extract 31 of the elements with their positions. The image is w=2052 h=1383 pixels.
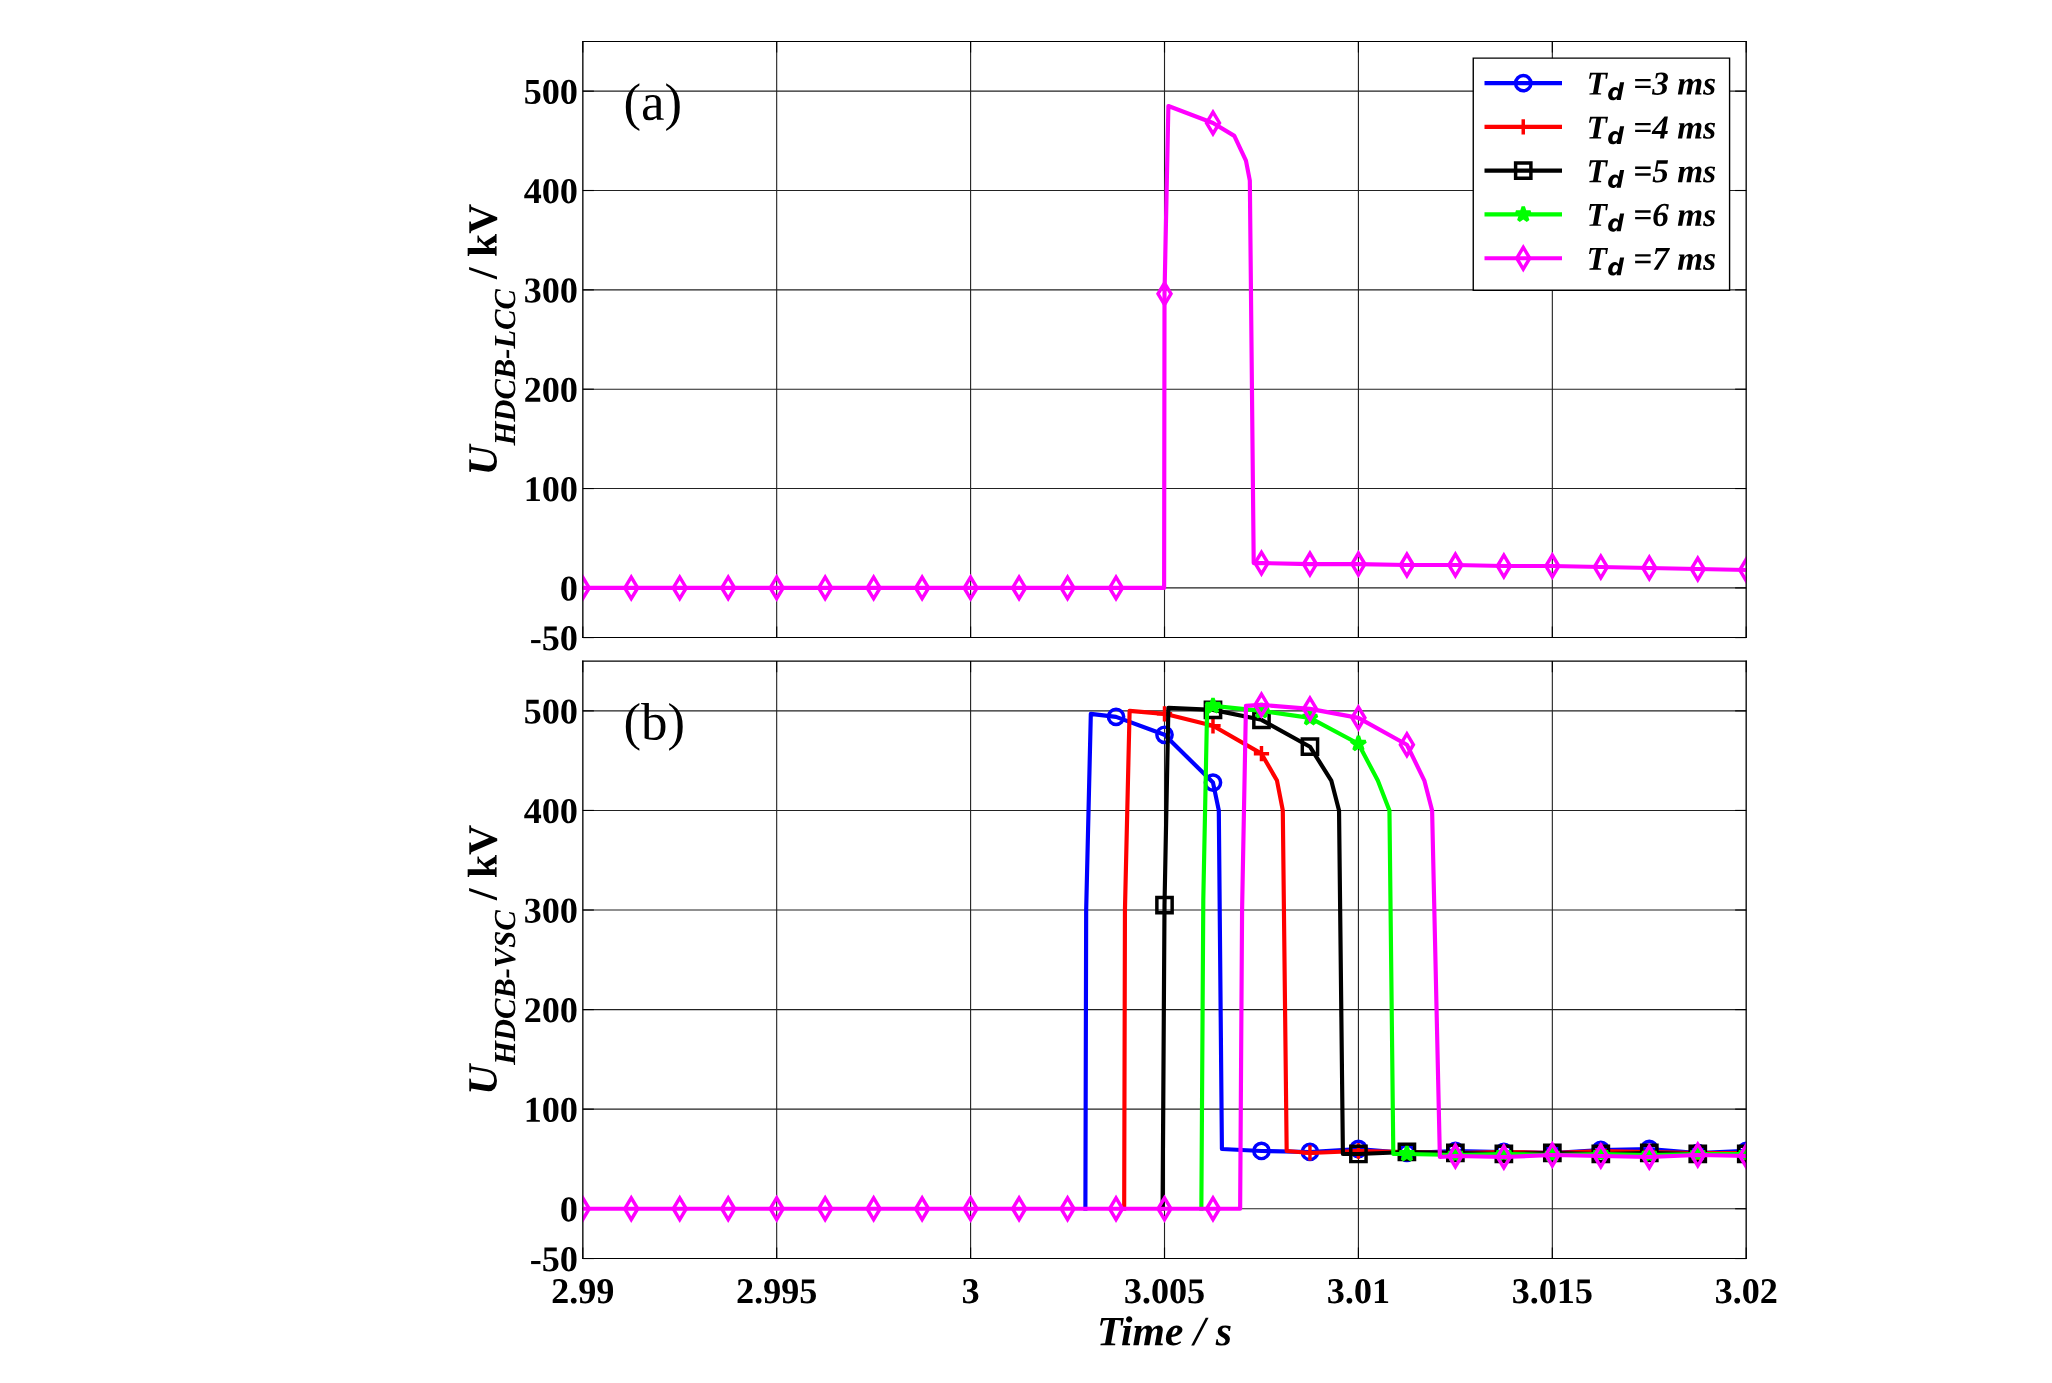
annotation: (a) bbox=[625, 83, 680, 132]
y-tick-label: 200 bbox=[525, 998, 577, 1023]
x-tick-label: 2.995 bbox=[737, 1279, 816, 1304]
x-tick-label: 3 bbox=[962, 1279, 979, 1304]
y-tick-label: 400 bbox=[524, 179, 577, 204]
y-tick-label: 0 bbox=[561, 576, 577, 601]
y-axis-title: UHDCB-LCC / kV bbox=[467, 204, 516, 472]
annotation: (b) bbox=[625, 702, 683, 751]
x-tick-label: 3.01 bbox=[1328, 1279, 1389, 1304]
y-tick-label: 200 bbox=[525, 377, 577, 403]
y-tick-label: 0 bbox=[561, 1197, 577, 1222]
x-tick-label: 3.005 bbox=[1125, 1279, 1204, 1304]
legend-label: T$_{d}$ =7 ms bbox=[1589, 247, 1716, 276]
x-tick-label: 2.99 bbox=[552, 1279, 614, 1304]
legend-label: T$_{d}$ =4 ms bbox=[1589, 116, 1716, 145]
x-tick-label: 3.02 bbox=[1716, 1279, 1777, 1304]
x-axis-title: Time / s bbox=[1100, 1316, 1231, 1346]
x-tick-label: 3.015 bbox=[1513, 1279, 1592, 1304]
y-tick-label: 100 bbox=[526, 477, 577, 502]
y-tick-label: 300 bbox=[525, 278, 577, 303]
legend-label: T$_{d}$ =3 ms bbox=[1589, 72, 1716, 101]
y-tick-label: 300 bbox=[525, 898, 577, 923]
legend-label: T$_{d}$ =5 ms bbox=[1589, 160, 1716, 188]
y-tick-label: -50 bbox=[531, 626, 577, 651]
y-axis-title: UHDCB-VSC / kV bbox=[467, 825, 516, 1092]
y-tick-label: -50 bbox=[531, 1247, 577, 1272]
y-tick-label: 100 bbox=[526, 1097, 577, 1123]
y-tick-label: 400 bbox=[524, 798, 577, 824]
legend-label: T$_{d}$ =6 ms bbox=[1589, 203, 1716, 232]
y-tick-label: 500 bbox=[525, 79, 577, 105]
y-tick-label: 500 bbox=[525, 699, 577, 724]
